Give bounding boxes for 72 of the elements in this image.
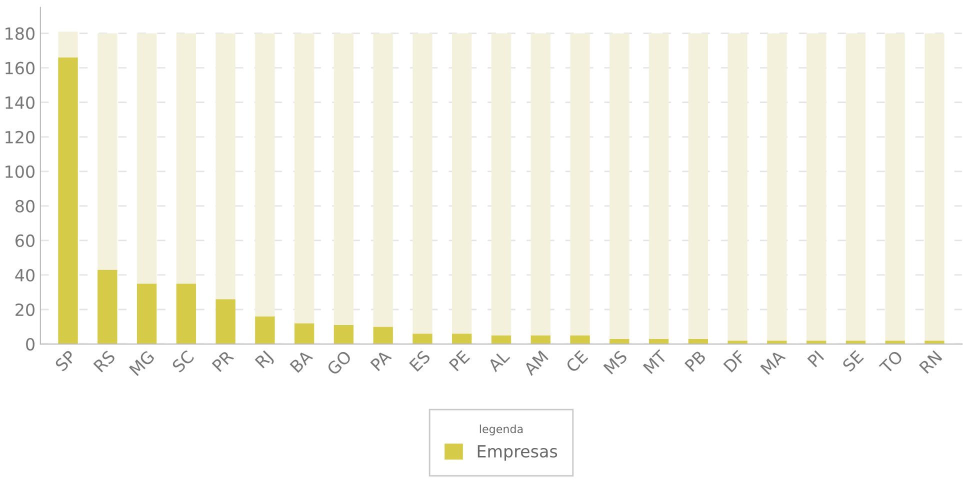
bar	[452, 33, 472, 334]
bar	[216, 33, 236, 300]
x-tick-label: DF	[723, 350, 746, 373]
bar	[58, 57, 78, 344]
y-tick-label: 100	[6, 165, 34, 178]
bar	[136, 33, 157, 284]
legend-label: Empresas	[478, 445, 558, 461]
bar	[216, 299, 236, 344]
x-tick-label: GO	[326, 350, 352, 376]
bar	[373, 326, 393, 344]
y-tick-label: 40	[15, 268, 34, 282]
y-tick-label: 160	[6, 62, 34, 74]
y-tick-label: 120	[6, 130, 34, 144]
x-tick-label: SC	[171, 350, 195, 373]
x-tick-label: ES	[408, 350, 431, 372]
x-tick-label: PR	[212, 350, 234, 372]
bar	[491, 33, 512, 336]
x-tick-label: RN	[918, 350, 942, 374]
bar	[98, 270, 118, 344]
x-tick-label: PB	[684, 350, 706, 372]
x-tick-label: MT	[642, 349, 668, 374]
x-tick-label: BA	[290, 349, 314, 373]
bar	[412, 33, 432, 334]
bar	[98, 33, 118, 270]
y-tick-label: 20	[16, 303, 34, 316]
x-tick-label: TO	[878, 350, 904, 375]
bar	[373, 33, 393, 327]
y-tick-label: 80	[16, 200, 34, 212]
bar	[58, 32, 78, 58]
bar	[688, 33, 708, 339]
bar	[176, 284, 196, 344]
x-tick-label: CE	[565, 350, 588, 374]
bar	[136, 284, 157, 344]
y-tick-label: 180	[6, 27, 34, 40]
y-tick-label: 140	[6, 96, 34, 109]
x-tick-label: PE	[448, 350, 470, 372]
bar	[767, 33, 787, 341]
bar	[294, 33, 314, 324]
bar	[530, 33, 550, 336]
bar	[846, 33, 866, 341]
x-tick-label: RJ	[254, 350, 276, 371]
x-tick-label: MS	[603, 350, 628, 374]
x-tick-label: AL	[487, 349, 510, 372]
bar	[452, 334, 472, 344]
bar	[491, 335, 512, 344]
bar	[570, 33, 590, 336]
x-tick-label: AM	[522, 350, 548, 376]
y-tick-label: 0	[26, 338, 34, 351]
bar	[570, 335, 590, 344]
x-tick-label: MA	[760, 349, 786, 375]
x-tick-label: PA	[370, 349, 392, 372]
bar	[648, 33, 669, 339]
x-tick-label: MG	[128, 350, 155, 376]
bar	[176, 33, 196, 284]
x-tick-label: SE	[842, 350, 864, 372]
x-tick-label: SP	[54, 349, 77, 372]
bar	[924, 33, 944, 341]
bar	[294, 323, 314, 344]
bar	[530, 335, 550, 344]
y-tick-label: 60	[16, 234, 34, 248]
bar	[255, 33, 275, 316]
bar	[334, 325, 354, 344]
bar	[610, 33, 630, 339]
bar	[334, 33, 354, 326]
bar	[412, 334, 432, 344]
bar	[255, 316, 275, 344]
legend-title: legenda	[480, 424, 523, 436]
bar	[885, 33, 905, 341]
bar	[728, 33, 748, 341]
bar	[806, 33, 826, 341]
x-tick-label: PI	[807, 350, 824, 368]
x-tick-label: RS	[93, 350, 116, 373]
